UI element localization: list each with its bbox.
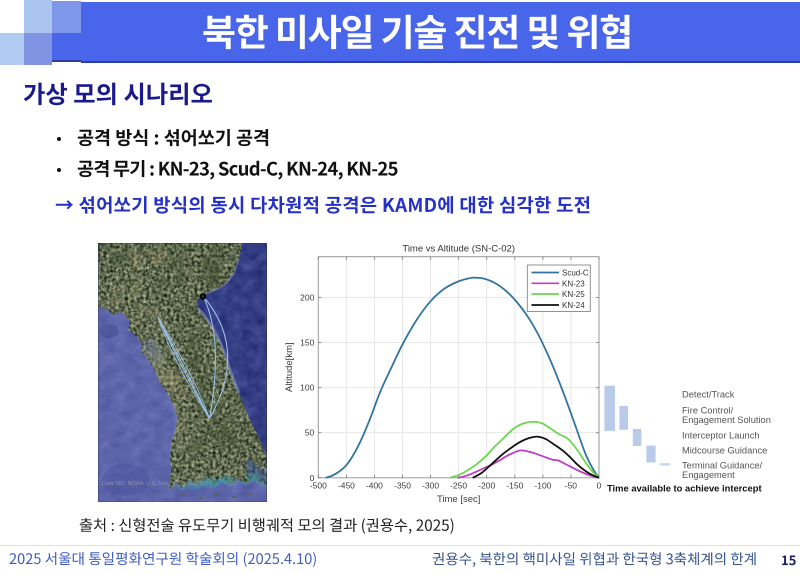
svg-text:Fire Control/: Fire Control/ xyxy=(682,406,734,416)
svg-text:-450: -450 xyxy=(338,481,355,491)
svg-text:-250: -250 xyxy=(450,481,467,491)
svg-text:KN-25: KN-25 xyxy=(562,290,585,299)
svg-text:-50: -50 xyxy=(565,481,578,491)
svg-text:KN-24: KN-24 xyxy=(562,301,585,310)
svg-text:-200: -200 xyxy=(478,481,495,491)
svg-text:Engagement: Engagement xyxy=(682,470,735,480)
svg-text:KN-23: KN-23 xyxy=(562,279,585,288)
svg-text:-500: -500 xyxy=(310,481,327,491)
svg-text:Time vs Altitude (SN-C-02): Time vs Altitude (SN-C-02) xyxy=(402,244,515,255)
svg-text:Altitude[km]: Altitude[km] xyxy=(285,342,295,392)
svg-text:200: 200 xyxy=(300,293,314,303)
svg-text:-350: -350 xyxy=(394,481,411,491)
svg-text:Interceptor Launch: Interceptor Launch xyxy=(682,431,760,441)
svg-text:-150: -150 xyxy=(506,481,523,491)
svg-text:-300: -300 xyxy=(422,481,439,491)
svg-text:Time available to achieve inte: Time available to achieve intercept xyxy=(607,483,762,494)
svg-text:Midcourse Guidance: Midcourse Guidance xyxy=(682,446,767,456)
svg-text:-400: -400 xyxy=(366,481,383,491)
svg-text:100: 100 xyxy=(300,383,314,393)
svg-text:Data SIO, NOAA, U.S. Navy, NGA: Data SIO, NOAA, U.S. Navy, NGA, GEBCO xyxy=(102,481,208,487)
svg-text:0: 0 xyxy=(597,481,602,491)
svg-text:0: 0 xyxy=(310,473,315,483)
svg-text:Engagement Solution: Engagement Solution xyxy=(682,415,771,425)
svg-text:Scud-C: Scud-C xyxy=(562,269,589,278)
svg-text:Terminal Guidance/: Terminal Guidance/ xyxy=(682,461,763,471)
svg-text:-100: -100 xyxy=(534,481,551,491)
svg-text:50: 50 xyxy=(305,428,315,438)
svg-text:150: 150 xyxy=(300,338,314,348)
svg-text:Time [sec]: Time [sec] xyxy=(437,494,480,505)
svg-text:Detect/Track: Detect/Track xyxy=(682,390,735,400)
